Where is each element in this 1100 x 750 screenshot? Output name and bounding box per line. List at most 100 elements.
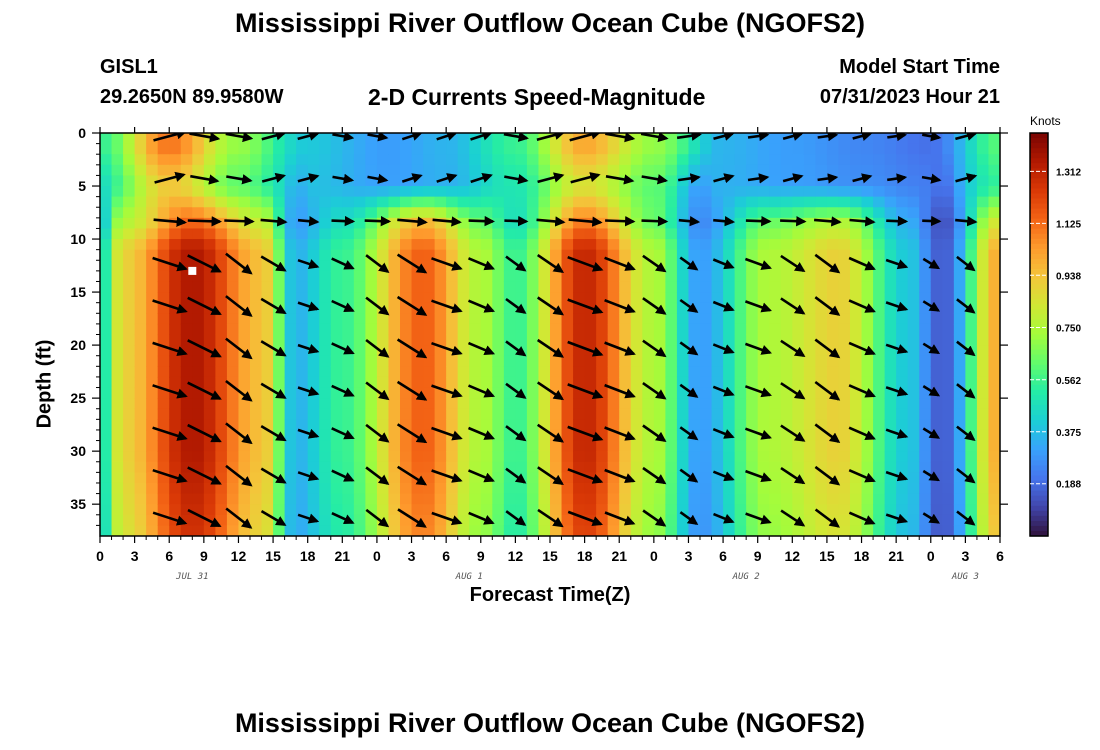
heatmap-cell [734, 504, 747, 516]
heatmap-cell [261, 292, 274, 304]
colorbar-tick-label: 0.750 [1056, 324, 1081, 335]
heatmap-cell [123, 154, 136, 166]
heatmap-cell [838, 164, 851, 177]
heatmap-cell [457, 154, 470, 166]
heatmap-cell [561, 196, 574, 208]
heatmap-cell [630, 504, 643, 516]
heatmap-cell [296, 228, 309, 240]
heatmap-cell [353, 398, 366, 410]
heatmap-cell [376, 270, 390, 283]
heatmap-cell [100, 345, 113, 357]
current-vector-arrow [187, 339, 222, 358]
heatmap-cell [480, 313, 493, 325]
heatmap-cell [434, 228, 447, 240]
x-tick-label: 15 [819, 548, 835, 564]
current-vector-arrow [505, 340, 527, 357]
heatmap-cell [538, 419, 551, 431]
heatmap-cell [457, 366, 470, 378]
heatmap-cell [123, 313, 136, 325]
heatmap-cell [446, 355, 459, 367]
heatmap-cell [884, 186, 897, 198]
heatmap-cell [492, 504, 505, 516]
heatmap-cell [226, 355, 240, 367]
heatmap-cell [676, 292, 690, 304]
heatmap-cell [376, 196, 390, 208]
heatmap-cell [192, 504, 205, 516]
heatmap-cell [734, 514, 747, 526]
heatmap-cell [250, 207, 263, 219]
heatmap-cell [538, 228, 551, 240]
heatmap-cell [700, 514, 713, 526]
heatmap-cell [665, 292, 678, 304]
heatmap-cell [192, 143, 205, 155]
heatmap-cell [250, 525, 263, 536]
heatmap-cell [261, 302, 274, 314]
heatmap-cell [873, 461, 886, 473]
heatmap-cell [100, 270, 113, 283]
heatmap-cell [261, 207, 274, 219]
heatmap-cell [700, 345, 713, 357]
heatmap-cell [965, 228, 978, 240]
heatmap-cell [976, 451, 990, 463]
colorbar-swatch [1030, 258, 1048, 265]
heatmap-cell [630, 249, 643, 261]
current-vector-arrow [431, 257, 463, 271]
heatmap-cell [100, 154, 113, 166]
heatmap-cell [538, 313, 551, 325]
current-vector-arrow [365, 254, 390, 273]
heatmap-cell [746, 133, 759, 145]
heatmap-cell [780, 472, 793, 484]
heatmap-cell [596, 154, 609, 166]
current-vector-arrow [536, 296, 565, 316]
heatmap-cell [711, 408, 724, 420]
heatmap-cell [780, 408, 793, 420]
heatmap-cell [676, 217, 690, 230]
heatmap-cell [342, 376, 355, 389]
heatmap-cell [111, 355, 124, 367]
heatmap-cell [353, 504, 366, 516]
heatmap-cell [896, 482, 909, 495]
heatmap-cell [526, 366, 540, 378]
current-vector-arrow [679, 256, 699, 271]
heatmap-cell [665, 504, 678, 516]
heatmap-cell [446, 419, 459, 431]
heatmap-cell [353, 387, 366, 399]
heatmap-cell [273, 239, 286, 251]
chart-title: Mississippi River Outflow Ocean Cube (NG… [234, 8, 866, 38]
colorbar-swatch [1030, 495, 1048, 502]
heatmap-cell [700, 525, 713, 536]
heatmap-cell [584, 504, 597, 516]
heatmap-cell [261, 270, 274, 283]
heatmap-cell [665, 355, 678, 367]
heatmap-cell [492, 345, 505, 357]
heatmap-cell [850, 398, 863, 410]
current-vector-arrow [297, 343, 320, 354]
heatmap-cell [342, 207, 355, 219]
heatmap-cell [746, 154, 759, 166]
heatmap-cell [619, 249, 632, 261]
heatmap-cell [607, 292, 620, 304]
heatmap-cell [261, 196, 274, 208]
colorbar-swatch [1030, 505, 1048, 512]
heatmap-cell [423, 493, 436, 505]
heatmap-cell [815, 387, 828, 399]
heatmap-cell [919, 249, 932, 261]
heatmap-cell [642, 376, 655, 389]
current-vector-arrow [431, 469, 463, 483]
current-vector-arrow [885, 301, 909, 312]
heatmap-cell [469, 398, 482, 410]
heatmap-cell [319, 429, 332, 442]
heatmap-cell [296, 217, 309, 230]
heatmap-cell [942, 345, 955, 357]
heatmap-cell [780, 323, 793, 336]
heatmap-cell [457, 525, 470, 536]
current-vector-arrow [505, 425, 527, 442]
heatmap-cell [111, 196, 124, 208]
heatmap-cell [630, 302, 643, 314]
heatmap-cell [792, 154, 805, 166]
heatmap-cell [515, 525, 528, 536]
heatmap-cell [607, 398, 620, 410]
heatmap-cell [700, 292, 713, 304]
heatmap-cell [284, 366, 297, 378]
heatmap-cell [307, 525, 320, 536]
